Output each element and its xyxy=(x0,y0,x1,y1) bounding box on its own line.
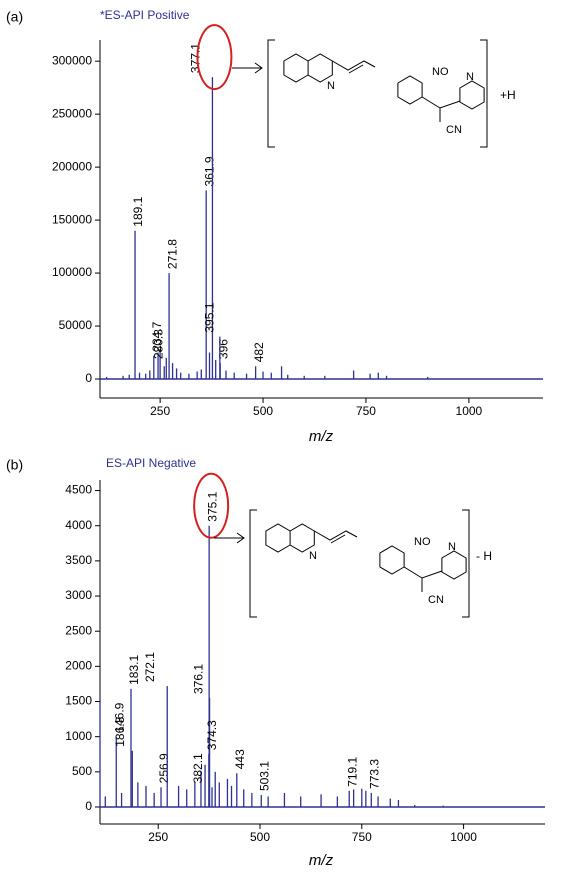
x-tick-label: 500 xyxy=(250,830,270,844)
x-tick-label: 250 xyxy=(150,404,170,418)
x-tick-label: 750 xyxy=(352,830,372,844)
peak-label: 395.1 xyxy=(202,302,216,332)
x-axis-label: m/z xyxy=(309,428,334,445)
x-tick-label: 1000 xyxy=(456,404,483,418)
y-tick-label: 150000 xyxy=(52,212,92,226)
peak-label: 482 xyxy=(252,342,266,362)
peak-label: 377.1 xyxy=(188,43,202,73)
bond xyxy=(232,39,488,148)
atom-label: NO xyxy=(432,66,449,78)
x-tick-label: 250 xyxy=(148,830,168,844)
panel-label: (a) xyxy=(6,9,23,25)
atom-label: N xyxy=(327,80,335,92)
y-tick-label: 300000 xyxy=(52,53,92,67)
highlight xyxy=(193,472,230,539)
y-tick-label: 2000 xyxy=(65,659,92,673)
peak-label: 374.3 xyxy=(205,720,219,750)
peak-label: 719.1 xyxy=(345,756,359,786)
peak-label: 256.9 xyxy=(157,753,171,783)
structure: N NO N CN xyxy=(232,39,488,148)
y-tick-label: 200000 xyxy=(52,159,92,173)
y-tick-label: 100000 xyxy=(52,265,92,279)
y-tick-label: 1000 xyxy=(65,729,92,743)
x-axis-label: m/z xyxy=(309,852,334,869)
x-tick-label: 500 xyxy=(253,404,273,418)
y-tick-label: 4500 xyxy=(65,483,92,497)
peak-label: 271.8 xyxy=(165,239,179,269)
y-tick-label: 3000 xyxy=(65,588,92,602)
y-tick-label: 0 xyxy=(85,799,92,813)
y-tick-label: 4000 xyxy=(65,518,92,532)
atom-label: N xyxy=(309,550,317,562)
peak-label: 280.3 xyxy=(151,329,165,359)
y-tick-label: 500 xyxy=(72,764,92,778)
peak-label: 375.1 xyxy=(205,491,219,521)
ring xyxy=(265,523,467,580)
peak-label: 186.3 xyxy=(113,716,127,746)
peak-label: 361.9 xyxy=(202,156,216,186)
annotation: - H xyxy=(476,549,492,563)
ring xyxy=(283,53,485,110)
y-tick-label: 250000 xyxy=(52,106,92,120)
peak-label: 382.1 xyxy=(191,753,205,783)
annotation: +H xyxy=(500,88,516,102)
peak-label: 443 xyxy=(233,749,247,769)
y-tick-label: 0 xyxy=(85,371,92,385)
peak-label: 396 xyxy=(216,339,230,359)
atom-label: CN xyxy=(446,124,462,136)
atom-label: CN xyxy=(428,594,444,606)
y-tick-label: 3500 xyxy=(65,553,92,567)
atom-label: N xyxy=(448,541,456,553)
peak-label: 773.3 xyxy=(367,759,381,789)
y-tick-label: 1500 xyxy=(65,694,92,708)
x-tick-label: 1000 xyxy=(450,830,477,844)
peak-label: 376.1 xyxy=(191,664,205,694)
atom-label: N xyxy=(466,71,474,83)
peak-label: 272.1 xyxy=(143,652,157,682)
y-tick-label: 2500 xyxy=(65,623,92,637)
peak-label: 503.1 xyxy=(257,761,271,791)
peak-label: 146.9 xyxy=(112,702,126,732)
atom-label: NO xyxy=(414,536,431,548)
peak-label: 183.1 xyxy=(127,655,141,685)
panel-label: (b) xyxy=(6,457,23,473)
y-tick-label: 50000 xyxy=(59,318,93,332)
bond xyxy=(214,509,470,618)
chart-title: ES-API Negative xyxy=(106,456,196,470)
chart-title: *ES-API Positive xyxy=(100,8,190,22)
structure: N NO N CN xyxy=(214,509,470,618)
peak-label: 189.1 xyxy=(131,196,145,226)
peak-label: 234.7 xyxy=(150,321,164,351)
x-tick-label: 750 xyxy=(356,404,376,418)
highlight xyxy=(196,24,233,91)
